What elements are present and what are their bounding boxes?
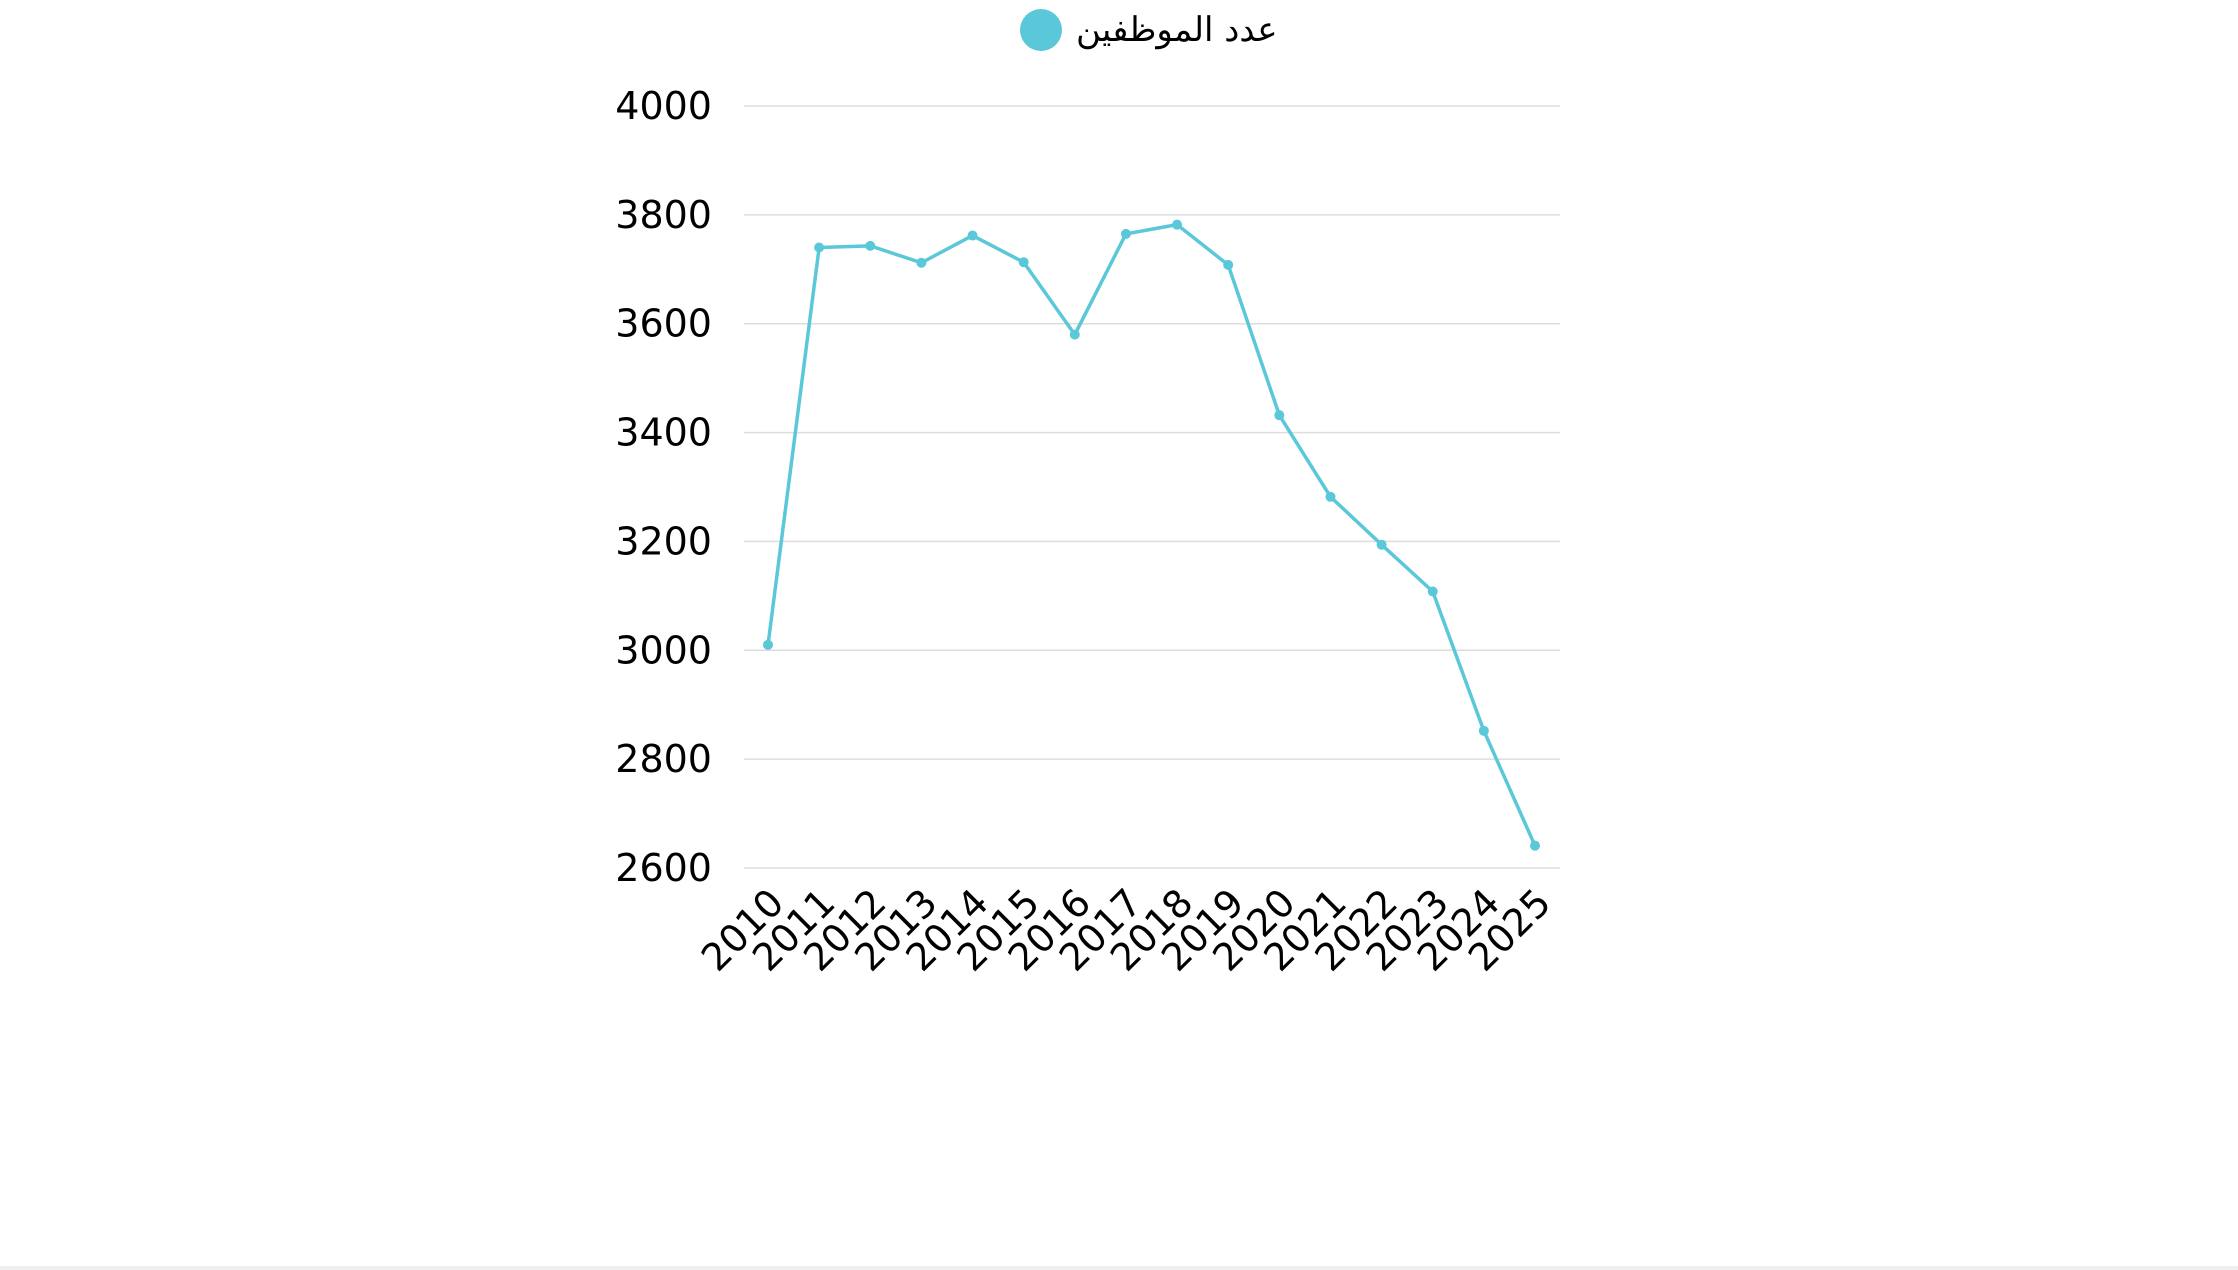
- series-line: [766, 222, 1537, 847]
- data-point: [814, 242, 825, 253]
- y-tick-label: 3800: [615, 193, 712, 237]
- legend-label: عدد الموظفين: [1076, 10, 1278, 50]
- y-tick-label: 3200: [615, 519, 712, 563]
- data-point: [865, 240, 876, 251]
- data-point: [1427, 586, 1438, 597]
- data-point: [1478, 725, 1489, 736]
- bottom-divider: [0, 1266, 2238, 1270]
- y-tick-label: 3000: [615, 628, 712, 672]
- legend-marker-icon: [1020, 9, 1062, 51]
- data-point: [1120, 228, 1131, 239]
- data-point: [1376, 539, 1387, 550]
- y-tick-label: 3600: [615, 302, 712, 346]
- data-point: [763, 639, 773, 650]
- data-point: [967, 230, 978, 241]
- legend[interactable]: عدد الموظفين: [1020, 4, 1278, 56]
- data-point: [1018, 257, 1029, 268]
- y-tick-label: 2600: [615, 846, 712, 890]
- data-point: [1172, 219, 1183, 230]
- y-tick-label: 3400: [615, 411, 712, 455]
- y-tick-label: 2800: [615, 737, 712, 781]
- data-point: [1069, 329, 1080, 340]
- data-point: [1325, 491, 1336, 502]
- data-point: [1274, 410, 1285, 421]
- y-tick-label: 4000: [615, 84, 712, 128]
- data-point: [1530, 840, 1540, 851]
- data-point: [916, 257, 927, 268]
- data-point: [1223, 259, 1234, 270]
